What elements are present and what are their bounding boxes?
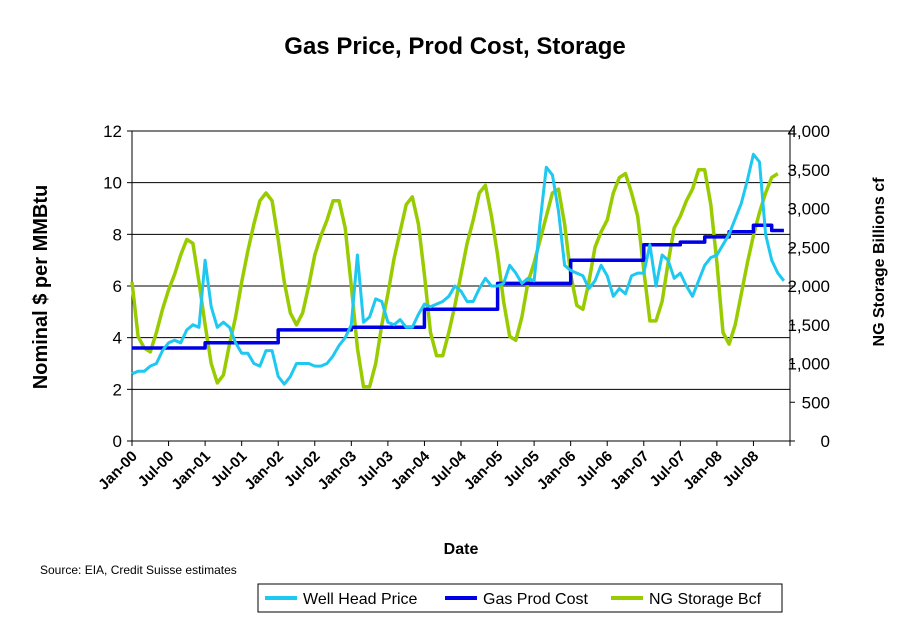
gridlines xyxy=(132,130,790,390)
x-tick-label: Jan-02 xyxy=(241,448,287,494)
y-axis-title: Nominal $ per MMBtu xyxy=(30,185,52,389)
x-tick-label: Jan-07 xyxy=(607,448,653,494)
legend: Well Head Price Gas Prod Cost NG Storage… xyxy=(257,583,783,613)
y2-tick-labels: 0 500 1,000 1,500 2,000 2,500 3,000 3,500 4,000 xyxy=(787,122,830,451)
y2-tick-label: 3,500 xyxy=(787,161,830,180)
y-tick-labels: 0 2 4 6 8 10 12 xyxy=(103,122,122,451)
y2-tick-label: 4,000 xyxy=(787,122,830,141)
legend-label-well-head-price: Well Head Price xyxy=(303,591,418,608)
x-tick-label: Jan-04 xyxy=(388,447,434,493)
y-tick-label: 2 xyxy=(113,380,122,399)
x-tick-label: Jan-06 xyxy=(534,448,580,494)
series-well-head-price-line xyxy=(131,152,786,386)
chart-title: Gas Price, Prod Cost, Storage xyxy=(284,33,625,60)
series-ng-storage-line xyxy=(130,168,779,389)
y2-tick-label: 2,500 xyxy=(787,238,830,257)
series-layer xyxy=(130,152,786,389)
y-tick-label: 6 xyxy=(113,277,122,296)
y2-tick-label: 0 xyxy=(821,432,830,451)
x-tick-label: Jan-05 xyxy=(461,448,507,494)
y2-tick-label: 1,000 xyxy=(787,355,830,374)
y-tick-label: 4 xyxy=(113,329,122,348)
x-tick-label: Jan-01 xyxy=(168,448,214,494)
x-tick-label: Jan-00 xyxy=(95,448,141,494)
x-tick-label: Jul-08 xyxy=(720,448,763,491)
legend-label-gas-prod-cost: Gas Prod Cost xyxy=(483,591,588,608)
source-note: Source: EIA, Credit Suisse estimates xyxy=(40,563,237,577)
y-tick-label: 10 xyxy=(103,174,122,193)
series-gas-prod-cost-line xyxy=(132,223,784,350)
y2-tick-label: 1,500 xyxy=(787,316,830,335)
y2-tick-label: 2,000 xyxy=(787,277,830,296)
y2-tick-label: 3,000 xyxy=(787,200,830,219)
y2-tick-label: 500 xyxy=(802,393,830,412)
y-tick-label: 12 xyxy=(103,122,122,141)
x-axis-title: Date xyxy=(444,541,479,558)
x-tick-label: Jan-03 xyxy=(315,448,361,494)
legend-label-ng-storage: NG Storage Bcf xyxy=(649,591,762,608)
y2-axis-title: NG Storage Billions cf xyxy=(871,177,888,347)
x-tick-labels: Jan-00Jul-00Jan-01Jul-01Jan-02Jul-02Jan-… xyxy=(95,447,762,493)
legend-box xyxy=(257,583,783,613)
y-tick-label: 0 xyxy=(113,432,122,451)
x-tick-label: Jan-08 xyxy=(680,448,726,494)
y-tick-label: 8 xyxy=(113,225,122,244)
